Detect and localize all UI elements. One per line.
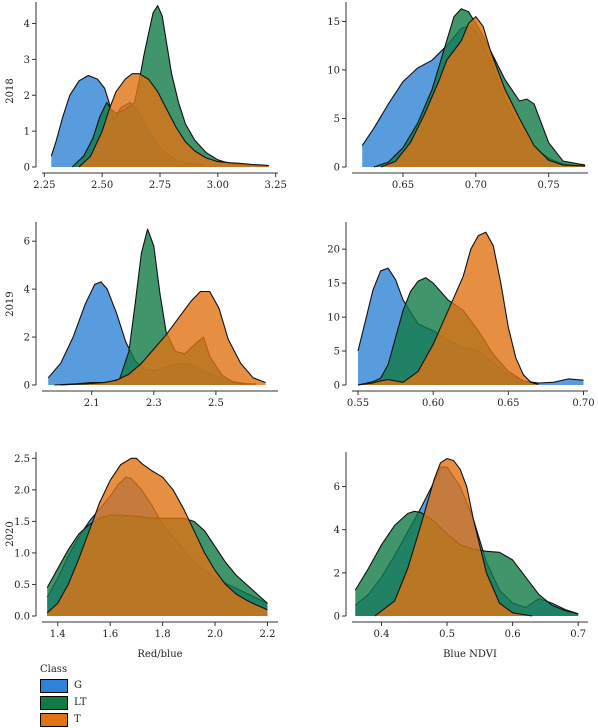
y-tick-label: 10 [327,65,340,76]
x-tick-label: 0.65 [497,398,519,409]
density-outline-t [380,16,586,168]
x-tick-label: 2.5 [208,398,224,409]
x-tick-label: 2.50 [91,180,113,191]
legend-swatch-lt [40,695,68,710]
density-area-t [358,232,539,385]
y-tick-label: 10 [327,313,340,324]
legend-label-lt: LT [74,697,87,708]
panel-2: 0 5 10 15 0.65 0.70 0.75 [327,2,588,191]
y-tick-label: 1.0 [14,548,30,559]
x-tick-label: 2.3 [146,398,162,409]
legend-item-g: G [40,677,87,694]
panel-1: 0 1 2 3 4 2.25 2.50 2.75 3.00 3.25 2018 [5,2,287,191]
x-tick-label: 2.75 [149,180,171,191]
y-tick-label: 2 [24,91,30,102]
x-axis-title: Red/blue [137,649,182,660]
legend-title: Class [40,664,68,675]
panel-5: 0.0 0.5 1.0 1.5 2.0 2.5 1.4 1.6 1.8 2.0 2.2 2020 Red… [5,452,278,660]
x-tick-label: 1.6 [102,629,118,640]
y-tick-label: 2 [334,568,340,579]
y-tick-label: 0 [334,381,340,392]
x-tick-label: 0.70 [465,180,487,191]
y-tick-label: 0 [24,381,30,392]
x-tick-label: 0.5 [439,629,455,640]
x-tick-label: 0.55 [347,398,369,409]
y-tick-label: 15 [327,17,340,28]
y-tick-label: 0 [334,612,340,623]
x-tick-label: 2.1 [84,398,100,409]
x-tick-label: 0.4 [374,629,390,640]
x-tick-label: 0.7 [570,629,586,640]
density-area-t [381,16,586,167]
density-area-t [60,291,266,385]
legend-item-lt: LT [40,694,87,711]
density-outline-t [46,457,268,614]
y-tick-label: 4 [334,525,340,536]
density-outline-t [374,457,533,617]
y-tick-label: 0.0 [14,612,30,623]
y-tick-label: 5 [334,347,340,358]
panel-4: 0 5 10 15 20 0.55 0.60 0.65 0.70 [327,222,595,409]
x-tick-label: 0.6 [505,629,521,640]
density-area-t [374,458,533,616]
x-axis-title: Blue NDVI [443,649,497,660]
legend-swatch-g [40,678,68,693]
density-outline-t [60,290,266,386]
y-tick-label: 6 [24,237,30,248]
y-tick-label: 15 [327,279,340,290]
y-tick-label: 5 [334,114,340,125]
density-outline-t [357,231,539,386]
x-tick-label: 1.4 [50,629,66,640]
y-tick-label: 1.5 [14,517,30,528]
x-tick-label: 0.60 [422,398,444,409]
legend-label-g: G [74,680,82,691]
y-tick-label: 4 [24,19,30,30]
y-tick-label: 0 [24,163,30,174]
y-tick-label: 6 [334,482,340,493]
y-tick-label: 0 [334,163,340,174]
panel-3: 0 2 4 6 2.1 2.3 2.5 2019 [5,222,278,409]
x-tick-label: 2.2 [260,629,276,640]
y-tick-label: 2 [24,333,30,344]
legend: Class G LT T [40,664,87,728]
x-tick-label: 0.65 [392,180,414,191]
x-tick-label: 3.00 [207,180,229,191]
x-tick-label: 0.75 [538,180,560,191]
y-tick-label: 0.5 [14,580,30,591]
x-tick-label: 3.25 [265,180,287,191]
x-tick-label: 1.8 [155,629,171,640]
x-tick-label: 2.25 [33,180,55,191]
y-tick-label: 4 [24,285,30,296]
y-tick-label: 1 [24,127,30,138]
y-tick-label: 3 [24,55,30,66]
density-area-g [48,281,247,385]
density-area-t [79,73,269,167]
y-tick-label: 2.5 [14,454,30,465]
row-label-2020: 2020 [5,521,16,546]
panel-6: 0 2 4 6 0.4 0.5 0.6 0.7 Blue NDVI [334,452,588,660]
row-label-2019: 2019 [5,291,16,316]
row-label-2018: 2018 [5,78,16,103]
x-tick-label: 0.70 [572,398,594,409]
y-tick-label: 20 [327,245,340,256]
y-tick-label: 2.0 [14,485,30,496]
x-tick-label: 2.0 [207,629,223,640]
density-outline-t [78,73,269,168]
